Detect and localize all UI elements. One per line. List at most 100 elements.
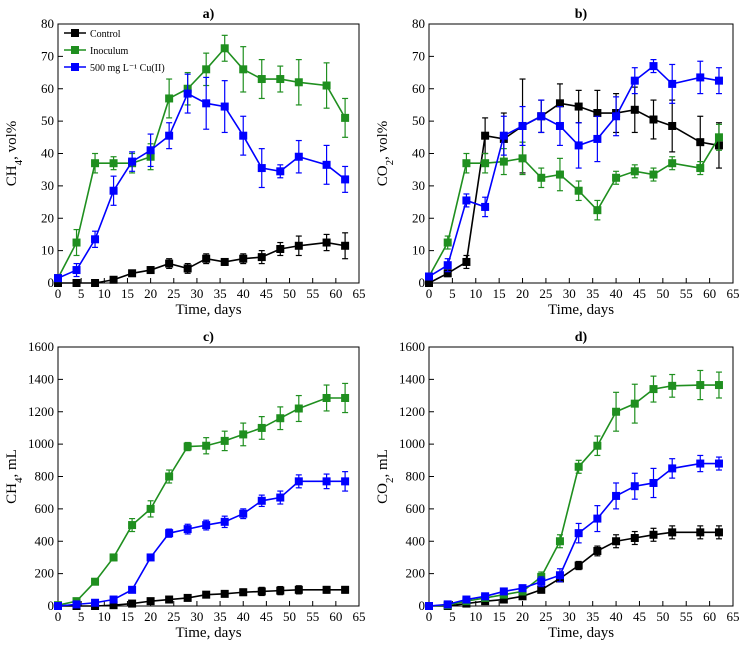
data-point [649,385,658,394]
data-point [202,521,211,530]
data-point [220,257,229,266]
x-tick-label: 35 [586,609,599,624]
data-point [91,279,100,287]
x-tick-label: 55 [306,286,319,301]
x-tick-label: 30 [563,609,576,624]
legend-marker [71,29,79,37]
data-point [128,521,137,530]
x-tick-label: 40 [610,609,623,624]
data-point [668,159,677,168]
data-point [146,504,155,513]
data-point [630,399,639,408]
x-tick-label: 50 [283,609,296,624]
data-point [276,493,285,502]
data-point [696,73,705,82]
data-point [341,175,350,184]
data-point [183,525,192,534]
data-point [443,600,452,609]
y-tick-label: 800 [35,469,55,484]
x-tick-label: 50 [283,286,296,301]
series-line-control [58,241,346,284]
x-tick-label: 45 [633,286,646,301]
x-tick-label: 25 [539,286,552,301]
y-tick-label: 1600 [28,339,54,354]
data-point [696,164,705,173]
data-point [537,173,546,182]
data-point [499,595,508,604]
data-point [668,528,677,537]
data-point [593,206,602,215]
data-point [696,459,705,468]
x-tick-label: 45 [633,609,646,624]
data-point [593,441,602,450]
x-tick-label: 50 [656,286,669,301]
x-tick-label: 50 [656,609,669,624]
x-tick-label: 40 [237,286,250,301]
x-tick-label: 10 [98,286,111,301]
y-tick-label: 40 [412,146,425,161]
x-tick-label: 25 [539,609,552,624]
x-tick-label: 60 [703,286,716,301]
data-point [146,146,155,155]
x-tick-label: 0 [426,286,433,301]
data-point [276,414,285,423]
data-point [714,76,723,85]
y-tick-label: 400 [406,533,426,548]
data-point [165,472,174,481]
data-point [425,272,433,281]
legend-marker [71,63,79,71]
data-point [276,167,285,176]
y-tick-label: 30 [41,178,54,193]
y-axis-title-part: , mL [4,449,20,477]
data-point [612,112,621,121]
data-point [239,131,248,140]
data-point [276,75,285,84]
y-tick-label: 1000 [28,436,54,451]
data-point [630,167,639,176]
data-point [91,159,100,168]
x-axis-title: Time, days [175,625,241,641]
y-tick-label: 1400 [399,371,425,386]
data-point [649,170,658,179]
series-inoculum [425,369,723,610]
x-tick-label: 0 [55,286,62,301]
data-point [630,482,639,491]
x-tick-label: 15 [493,286,506,301]
y-axis-title-part: , vol% [4,121,20,160]
data-point [239,430,248,439]
data-point [537,577,546,586]
data-point [574,561,583,570]
x-tick-label: 60 [329,286,342,301]
data-point [649,530,658,539]
data-point [109,186,118,195]
data-point [555,537,564,546]
data-point [128,599,137,608]
y-tick-label: 600 [35,501,55,516]
data-point [54,602,62,610]
data-point [322,585,331,594]
y-tick-label: 0 [48,275,55,290]
data-point [341,477,350,486]
series-line-control [429,531,719,607]
y-tick-label: 0 [419,275,426,290]
data-point [257,75,266,84]
data-point [165,131,174,140]
y-axis-title: CO2, mL [375,449,396,504]
data-point [165,529,174,538]
x-tick-label: 5 [78,609,85,624]
data-point [239,509,248,518]
y-axis-title-subscript: 2 [384,478,396,484]
data-point [183,593,192,602]
y-tick-label: 0 [48,598,55,613]
data-point [649,62,658,71]
data-point [109,275,118,284]
x-tick-label: 30 [190,609,203,624]
panel-label: a) [203,7,215,22]
y-tick-label: 60 [412,81,425,96]
x-tick-label: 5 [78,286,85,301]
series-cu [54,471,350,610]
data-point [499,157,508,166]
data-point [220,44,229,53]
data-point [294,152,303,161]
